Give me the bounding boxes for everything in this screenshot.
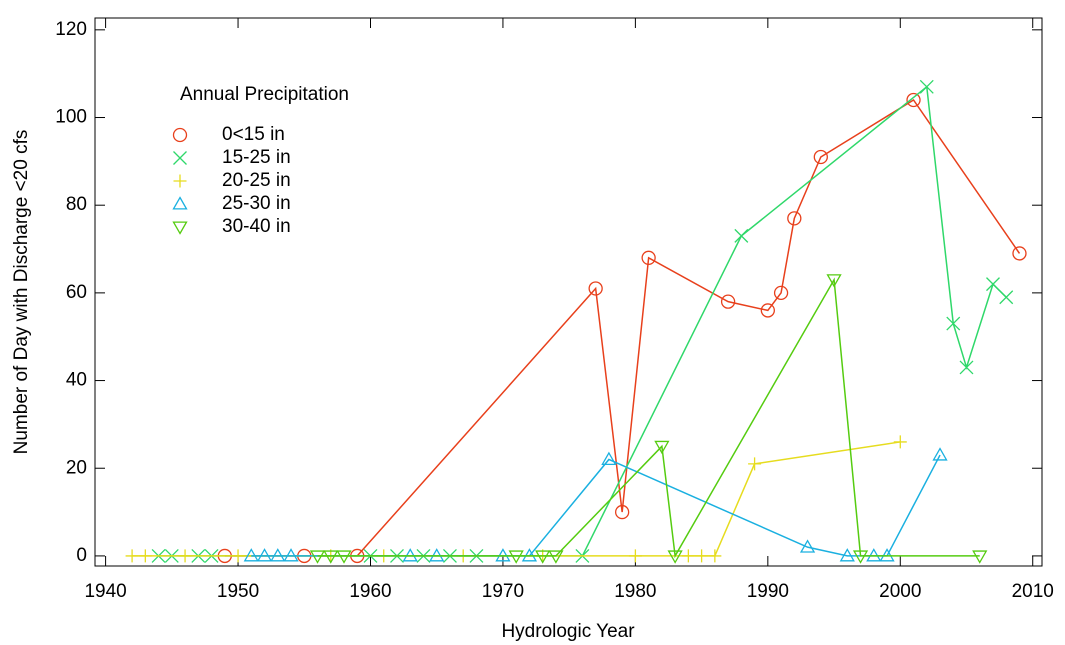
marker [813, 149, 828, 165]
series-line [317, 277, 980, 559]
marker [959, 360, 974, 375]
y-axis-label: Number of Day with Discharge <20 cfs [11, 130, 32, 455]
marker [429, 548, 445, 562]
marker [309, 550, 326, 564]
marker [178, 549, 192, 563]
series-line [251, 454, 941, 557]
marker [256, 548, 273, 562]
y-tick-label: 40 [66, 370, 87, 391]
marker [919, 79, 934, 94]
legend-label: 30-40 in [222, 216, 291, 237]
plot-frame [94, 17, 1043, 567]
marker [231, 549, 245, 563]
x-tick-label: 1990 [747, 581, 789, 602]
y-tick-label: 0 [76, 545, 87, 566]
marker [972, 550, 988, 564]
marker [243, 548, 259, 562]
legend-label: 25-30 in [222, 193, 291, 214]
marker [336, 550, 352, 564]
y-tick-label: 80 [66, 194, 87, 215]
legend-label: 0<15 in [222, 124, 285, 145]
marker [402, 548, 418, 562]
marker [681, 549, 695, 563]
marker [946, 316, 961, 331]
series-line [132, 441, 901, 557]
x-tick-label: 2000 [879, 581, 921, 602]
legend-title: Annual Precipitation [180, 84, 349, 105]
marker [906, 92, 921, 108]
marker [614, 504, 630, 520]
marker [893, 435, 907, 449]
marker [495, 548, 511, 562]
marker [932, 447, 948, 461]
x-tick-label: 1940 [84, 581, 126, 602]
marker [773, 285, 789, 301]
marker [787, 211, 802, 226]
marker [654, 440, 670, 455]
x-tick-label: 1950 [217, 581, 259, 602]
marker [839, 548, 855, 562]
legend-marker [172, 127, 188, 143]
marker [138, 549, 152, 563]
marker [641, 250, 656, 265]
marker [826, 274, 842, 288]
legend-label: 15-25 in [222, 147, 291, 168]
y-tick-label: 120 [55, 19, 87, 40]
marker [720, 294, 736, 309]
marker [852, 550, 869, 564]
legend-marker [173, 174, 187, 188]
marker [748, 457, 762, 471]
marker [588, 281, 603, 296]
marker [601, 451, 617, 465]
legend-marker [173, 151, 187, 165]
x-tick-label: 1960 [349, 581, 391, 602]
marker [125, 549, 139, 563]
marker [799, 539, 816, 553]
y-tick-label: 20 [66, 457, 87, 478]
marker [667, 550, 683, 564]
marker [628, 549, 642, 563]
marker [1012, 246, 1027, 261]
x-tick-label: 2010 [1012, 581, 1054, 602]
marker [734, 228, 749, 243]
marker [270, 548, 286, 562]
marker [695, 549, 709, 563]
legend-label: 20-25 in [222, 170, 291, 191]
marker [548, 550, 564, 564]
marker [508, 550, 524, 564]
x-axis-label: Hydrologic Year [501, 621, 635, 642]
marker [760, 303, 775, 318]
marker [283, 548, 299, 562]
marker [708, 549, 722, 563]
y-tick-label: 100 [55, 107, 87, 128]
marker [521, 548, 538, 562]
legend-marker [172, 196, 188, 210]
marker [323, 550, 339, 564]
x-tick-label: 1970 [482, 581, 524, 602]
marker [879, 548, 895, 562]
x-tick-label: 1980 [614, 581, 656, 602]
y-tick-label: 60 [66, 282, 87, 303]
marker [866, 548, 882, 562]
marker [999, 290, 1014, 305]
legend-marker [172, 221, 188, 235]
marker [986, 277, 1000, 292]
marker [535, 550, 551, 564]
